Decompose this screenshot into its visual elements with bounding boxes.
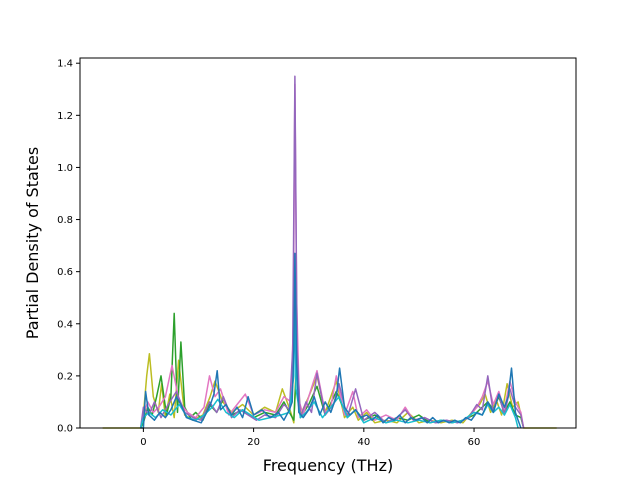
- y-tick-label: 1.0: [57, 163, 73, 174]
- x-tick-label: 20: [247, 437, 260, 448]
- x-tick-label: 60: [468, 437, 481, 448]
- x-axis-ticks: 0 20 40 60: [140, 428, 480, 448]
- x-tick-label: 0: [140, 437, 146, 448]
- y-tick-label: 0.6: [57, 267, 73, 278]
- plot-frame: [79, 57, 577, 429]
- y-tick-label: 0.8: [57, 215, 73, 226]
- y-tick-label: 1.2: [57, 111, 73, 122]
- y-axis-ticks: 0.0 0.2 0.4 0.6 0.8 1.0 1.2 1.4: [57, 59, 80, 435]
- pdos-series-line: [139, 83, 525, 429]
- x-axis-label: Frequency (THz): [263, 456, 393, 475]
- plot-lines: [102, 75, 557, 429]
- y-tick-label: 1.4: [57, 59, 73, 70]
- y-tick-label: 0.0: [57, 424, 73, 435]
- pdos-series-line: [139, 75, 525, 429]
- pdos-series-line: [140, 252, 522, 429]
- y-axis-label: Partial Density of States: [23, 147, 42, 339]
- x-tick-label: 40: [357, 437, 370, 448]
- y-tick-label: 0.4: [57, 319, 73, 330]
- y-tick-label: 0.2: [57, 371, 73, 382]
